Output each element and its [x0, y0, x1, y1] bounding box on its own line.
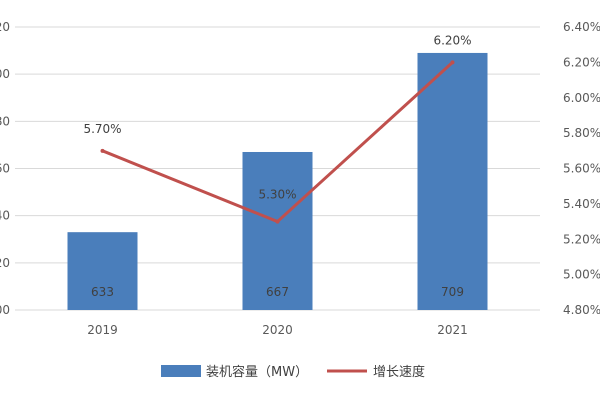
legend-swatch-bar [161, 365, 201, 377]
data-labels: 633 667 709 5.70% 5.30% 6.20% [83, 33, 471, 299]
bar-value-label: 633 [91, 285, 114, 299]
left-axis-tick: 700 [0, 67, 10, 81]
line-series [100, 60, 455, 224]
legend: 装机容量（MW） 增长速度 [161, 364, 425, 380]
right-axis-tick: 6.20% [563, 55, 600, 69]
line-value-label: 5.30% [258, 188, 296, 202]
left-axis-tick: 640 [0, 209, 10, 223]
bar [67, 232, 138, 310]
bar-value-label: 709 [441, 285, 464, 299]
left-axis-tick: 680 [0, 114, 10, 128]
bar [242, 151, 313, 310]
legend-label-bar: 装机容量（MW） [206, 364, 308, 380]
right-axis-tick: 5.60% [563, 162, 600, 176]
line-point [450, 60, 455, 65]
bar-value-label: 667 [266, 285, 289, 299]
x-axis-tick: 2021 [437, 323, 468, 337]
left-axis-tick: 720 [0, 20, 10, 34]
left-axis-tick: 660 [0, 162, 10, 176]
legend-label-line: 增长速度 [373, 364, 425, 380]
line-point [275, 219, 280, 224]
axes: 600 620 640 660 680 700 720 4.80% 5.00% 5.20% 5.40… [0, 20, 600, 337]
left-axis-tick: 620 [0, 256, 10, 270]
right-axis-tick: 5.00% [563, 268, 600, 282]
right-axis-tick: 6.00% [563, 91, 600, 105]
right-axis-tick: 5.40% [563, 197, 600, 211]
x-axis-tick: 2020 [262, 323, 293, 337]
left-axis-tick: 600 [0, 303, 10, 317]
bar-series [67, 52, 488, 311]
bar [417, 52, 488, 311]
line-point [100, 148, 105, 153]
x-axis-tick: 2019 [87, 323, 118, 337]
line-value-label: 5.70% [83, 122, 121, 136]
right-axis-tick: 5.20% [563, 232, 600, 246]
line-value-label: 6.20% [433, 33, 471, 47]
right-axis-tick: 4.80% [563, 303, 600, 317]
right-axis-tick: 5.80% [563, 126, 600, 140]
right-axis-tick: 6.40% [563, 20, 600, 34]
